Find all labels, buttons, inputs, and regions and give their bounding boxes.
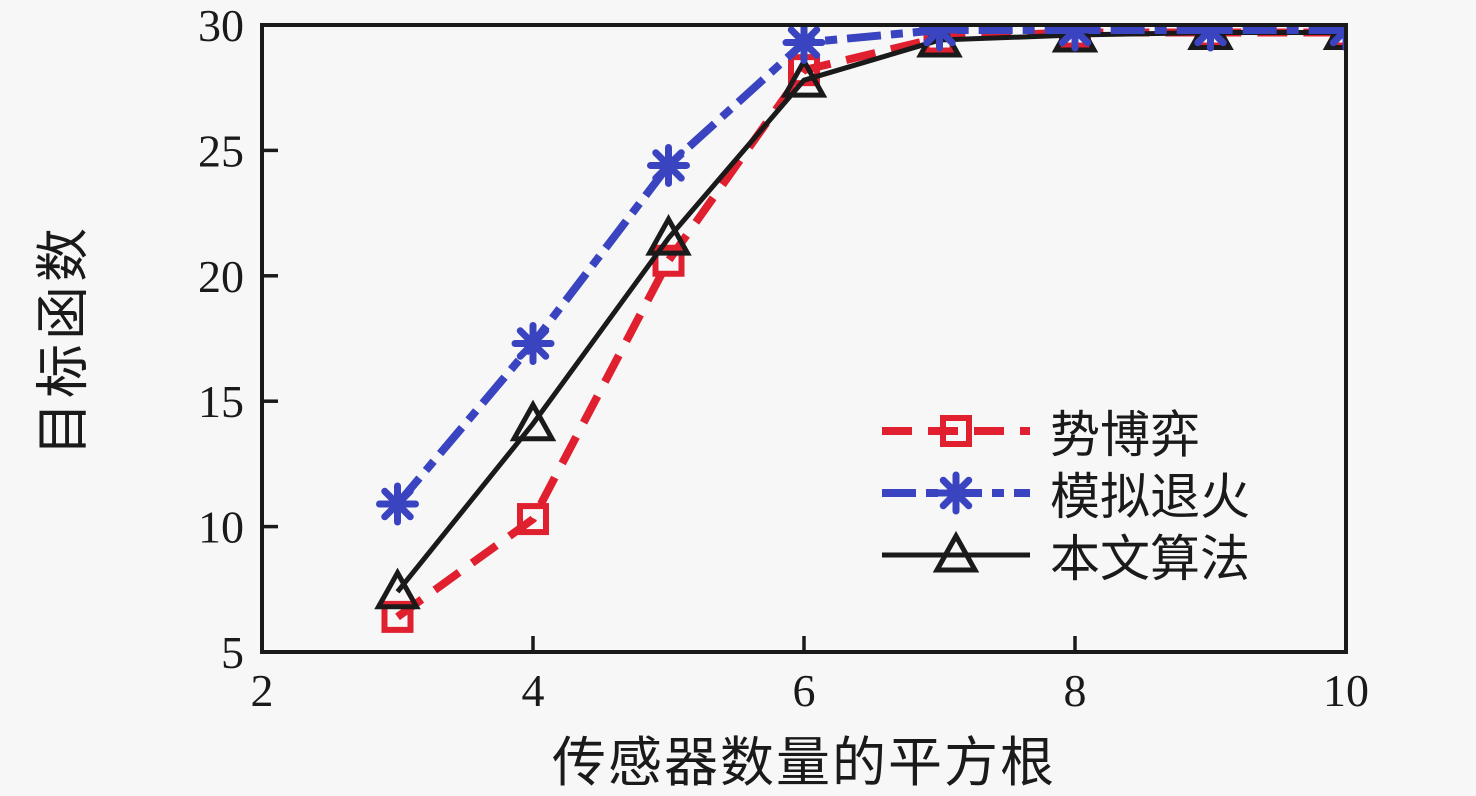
y-axis-title: 目标函数 bbox=[33, 224, 94, 456]
y-tick-label: 30 bbox=[198, 0, 244, 51]
x-tick-label: 8 bbox=[1064, 665, 1087, 716]
y-tick-label: 5 bbox=[221, 627, 244, 678]
square-marker bbox=[517, 503, 549, 536]
triangle-marker bbox=[645, 214, 692, 256]
triangle-marker bbox=[932, 530, 980, 573]
legend-item-proposed-algorithm: 本文算法 bbox=[880, 524, 1250, 587]
plot-frame bbox=[260, 23, 1348, 654]
legend: 势博弈 模拟退火 本文算法 bbox=[880, 400, 1250, 587]
y-tick-label: 15 bbox=[198, 376, 244, 427]
asterisk-marker bbox=[1053, 25, 1097, 52]
legend-sample-solid-triangle bbox=[882, 530, 1030, 573]
legend-label: 本文算法 bbox=[1050, 531, 1250, 587]
y-tick-label: 25 bbox=[198, 125, 244, 176]
x-tick-label: 10 bbox=[1323, 665, 1369, 716]
asterisk-marker bbox=[934, 471, 978, 515]
triangle-marker bbox=[780, 56, 828, 98]
asterisk-marker bbox=[1189, 25, 1232, 52]
series-1 bbox=[376, 25, 1346, 526]
square-marker bbox=[652, 244, 685, 277]
square-marker bbox=[940, 415, 972, 447]
x-axis-title: 传感器数量的平方根 bbox=[552, 733, 1056, 793]
asterisk-marker bbox=[918, 25, 961, 52]
legend-label: 模拟退火 bbox=[1050, 469, 1250, 525]
x-tick-label: 2 bbox=[251, 665, 274, 716]
asterisk-marker bbox=[511, 322, 555, 366]
asterisk-marker bbox=[1324, 25, 1346, 52]
asterisk-marker bbox=[376, 482, 419, 526]
x-tick-label: 6 bbox=[793, 665, 816, 716]
series-line bbox=[394, 26, 1346, 507]
triangle-marker bbox=[374, 567, 421, 610]
legend-sample-dashdot-asterisk bbox=[882, 471, 1030, 515]
square-marker bbox=[381, 600, 414, 633]
x-tick-label: 4 bbox=[522, 665, 545, 716]
asterisk-marker bbox=[647, 143, 690, 187]
asterisk-marker bbox=[782, 25, 826, 65]
legend-item-simulated-annealing: 模拟退火 bbox=[880, 462, 1250, 525]
legend-label: 势博弈 bbox=[1050, 407, 1200, 463]
y-tick-label: 10 bbox=[198, 502, 244, 553]
triangle-marker bbox=[509, 399, 557, 442]
y-tick-label: 20 bbox=[198, 251, 244, 302]
legend-sample-dashed-square bbox=[882, 415, 1030, 447]
legend-item-potential-game: 势博弈 bbox=[880, 400, 1250, 463]
